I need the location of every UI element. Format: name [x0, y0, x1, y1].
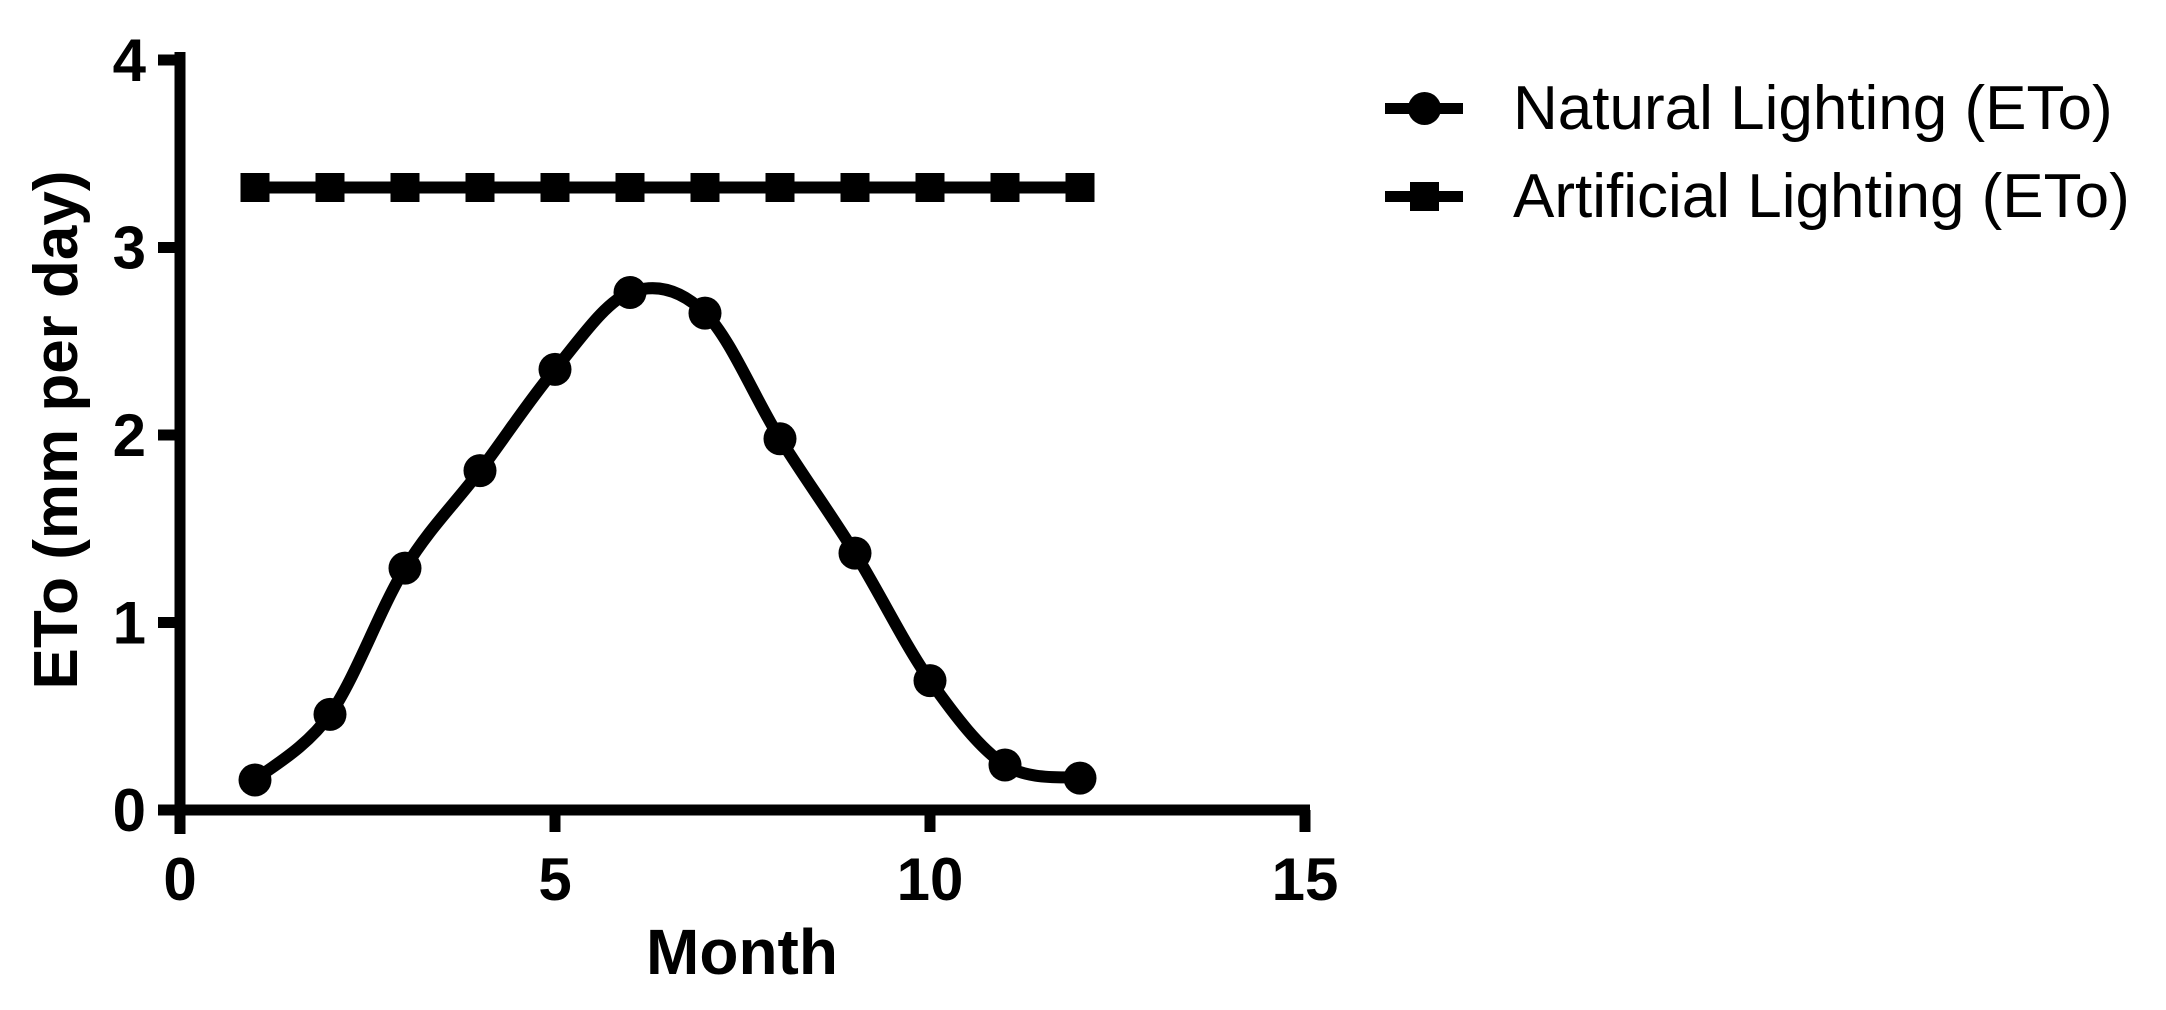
legend-swatch-natural	[1385, 88, 1463, 128]
series-natural-marker	[313, 697, 347, 731]
legend-swatch-artificial	[1385, 176, 1463, 216]
x-tick-label: 15	[1272, 846, 1339, 913]
series-artificial-marker	[765, 173, 795, 202]
y-tick-label: 3	[113, 215, 146, 282]
series-artificial-marker	[1065, 173, 1095, 202]
circle-marker-icon	[1407, 91, 1441, 125]
y-tick-label: 0	[113, 777, 146, 844]
legend-label-natural: Natural Lighting (ETo)	[1513, 73, 2113, 143]
series-natural-marker	[538, 352, 572, 386]
series-natural-marker	[463, 454, 497, 488]
series-artificial-marker	[465, 173, 495, 202]
y-tick-label: 2	[113, 402, 146, 469]
legend-item-natural: Natural Lighting (ETo)	[1385, 64, 2130, 152]
series-natural-marker	[688, 296, 722, 330]
series-artificial-marker	[315, 173, 345, 202]
series-natural-marker	[913, 664, 947, 698]
series-natural-marker	[613, 276, 647, 309]
series-artificial-marker	[840, 173, 870, 202]
x-tick-label: 0	[163, 846, 196, 913]
legend: Natural Lighting (ETo) Artificial Lighti…	[1385, 64, 2130, 240]
series-artificial-marker	[615, 173, 645, 202]
y-tick-label: 1	[113, 590, 146, 657]
series-artificial-marker	[990, 173, 1020, 202]
series-natural-marker	[1063, 761, 1097, 795]
series-natural-marker	[988, 748, 1022, 782]
legend-label-artificial: Artificial Lighting (ETo)	[1513, 161, 2130, 231]
series-natural-marker	[763, 422, 797, 456]
series-artificial-marker	[240, 173, 270, 202]
series-natural-curve	[249, 282, 1086, 786]
series-artificial-marker	[690, 173, 720, 202]
series-natural-marker	[838, 536, 872, 570]
legend-item-artificial: Artificial Lighting (ETo)	[1385, 152, 2130, 240]
square-marker-icon	[1409, 181, 1439, 211]
series-artificial-marker	[915, 173, 945, 202]
x-axis-title: Month	[646, 916, 838, 988]
y-axis-title: ETo (mm per day)	[22, 170, 91, 690]
x-tick-label: 10	[897, 846, 964, 913]
series-artificial-marker	[540, 173, 570, 202]
series-natural-marker	[238, 763, 272, 797]
series-artificial-marker	[390, 173, 420, 202]
y-tick-label: 4	[113, 27, 147, 94]
series-natural-marker	[388, 551, 422, 585]
x-tick-label: 5	[538, 846, 571, 913]
